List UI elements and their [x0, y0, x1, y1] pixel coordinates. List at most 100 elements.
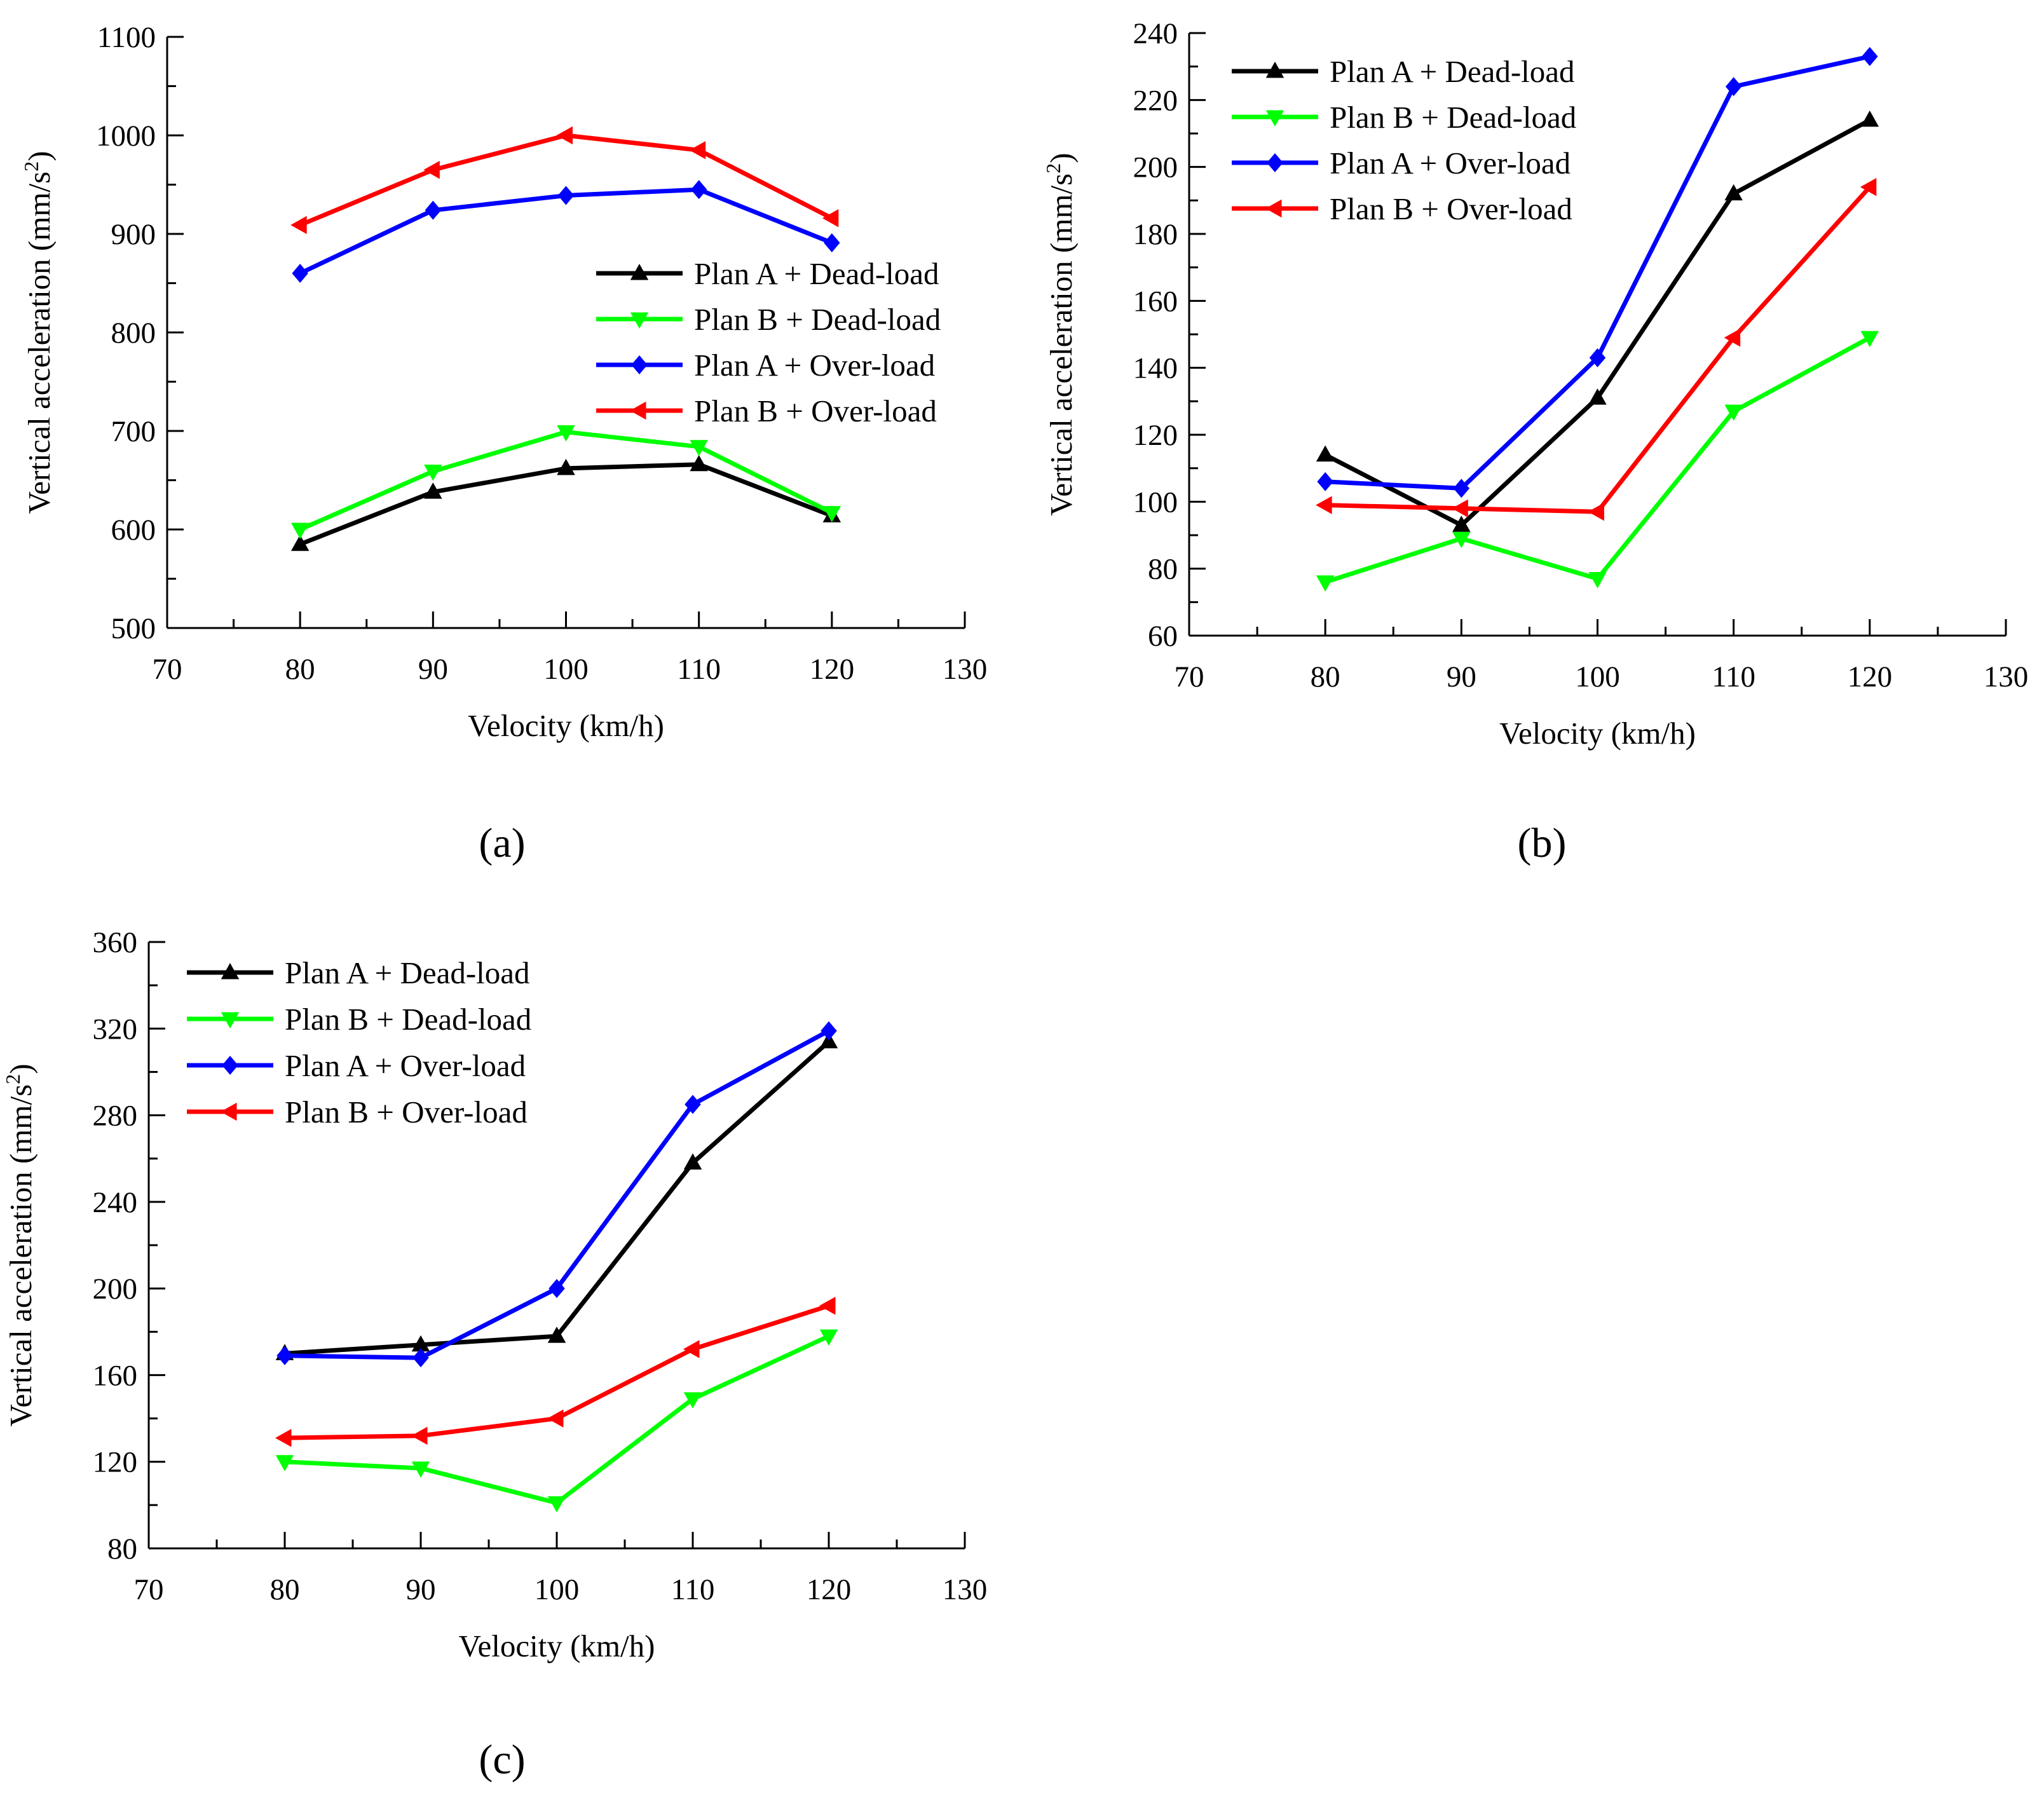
data-point	[547, 1496, 566, 1513]
y-tick-label: 160	[1133, 285, 1178, 318]
legend-label-3: Plan A + Over-load	[694, 348, 935, 383]
legend-label-3: Plan A + Over-load	[1330, 146, 1570, 181]
y-tick-label: 160	[93, 1359, 138, 1392]
data-point	[411, 1461, 430, 1478]
x-tick-label: 100	[1575, 660, 1620, 693]
x-tick-label: 80	[285, 653, 315, 686]
x-tick-label: 90	[1447, 660, 1476, 693]
data-point	[411, 1335, 430, 1352]
y-tick-label: 240	[1133, 17, 1178, 50]
legend-label-3: Plan A + Over-load	[285, 1048, 526, 1083]
data-point	[423, 161, 440, 179]
x-tick-label: 80	[1311, 660, 1340, 693]
x-axis-title: Velocity (km/h)	[1499, 716, 1696, 751]
x-tick-label: 100	[543, 653, 589, 686]
x-tick-label: 70	[1175, 660, 1204, 693]
legend-marker-2	[1265, 110, 1284, 126]
x-tick-label: 110	[1712, 660, 1755, 693]
data-point	[1453, 479, 1470, 498]
y-tick-label: 600	[111, 514, 156, 547]
x-tick-label: 90	[418, 653, 448, 686]
panel-a: 70 80 90 100 110 120 130 500 600 700 800 900 1000 110…	[20, 21, 987, 743]
legend-label-4: Plan B + Over-load	[1330, 191, 1572, 226]
data-point	[290, 535, 310, 551]
data-point	[557, 425, 575, 442]
data-point	[1316, 445, 1335, 462]
data-point	[290, 215, 307, 235]
x-tick-label: 100	[535, 1573, 580, 1606]
data-point	[1860, 110, 1879, 127]
data-point	[690, 440, 708, 456]
x-tick-label: 120	[1848, 660, 1893, 693]
legend-marker-3	[631, 355, 648, 374]
x-tick-label: 120	[810, 653, 855, 686]
series-line-1	[1324, 118, 1871, 528]
data-point	[689, 141, 706, 160]
x-tick-label: 130	[1984, 660, 2029, 693]
legend-label-1: Plan A + Dead-load	[285, 955, 530, 990]
y-axis-title: Vertical acceleration (mm/s2)	[1042, 153, 1079, 515]
data-point	[424, 482, 442, 499]
data-point	[819, 1329, 838, 1346]
series-line-2	[1325, 336, 1871, 585]
data-point	[690, 180, 707, 200]
y-tick-label: 200	[1133, 151, 1178, 184]
legend-marker-3	[1267, 153, 1283, 172]
series-line-1	[284, 1040, 831, 1356]
legend-marker-3	[222, 1056, 238, 1075]
data-point	[276, 1346, 293, 1365]
data-point	[557, 458, 575, 475]
y-tick-label: 280	[93, 1100, 138, 1133]
y-tick-label: 200	[93, 1273, 138, 1306]
x-tick-label: 110	[671, 1573, 715, 1606]
y-axis-title: Vertical acceleration (mm/s2)	[20, 151, 57, 514]
legend-marker-1	[630, 264, 649, 280]
legend-marker-2	[630, 312, 649, 329]
y-tick-label: 1000	[96, 119, 156, 153]
legend-label-4: Plan B + Over-load	[285, 1095, 528, 1130]
data-point	[1724, 329, 1741, 347]
y-tick-label: 180	[1133, 218, 1178, 251]
data-point	[548, 1279, 565, 1299]
data-point	[819, 1297, 836, 1315]
y-tick-label: 700	[111, 415, 156, 448]
legend-marker-4	[1265, 199, 1282, 218]
legend-marker-2	[221, 1012, 240, 1028]
x-tick-label: 70	[153, 653, 182, 686]
x-tick-label: 110	[677, 653, 721, 686]
data-point	[411, 1426, 428, 1445]
data-point	[683, 1340, 700, 1358]
data-point	[822, 506, 841, 522]
y-tick-label: 140	[1133, 352, 1178, 385]
y-tick-label: 120	[93, 1446, 138, 1479]
y-tick-label: 80	[1148, 553, 1178, 586]
data-point	[683, 1153, 702, 1170]
data-point	[1724, 404, 1743, 421]
data-point	[1316, 575, 1335, 592]
data-point	[1317, 472, 1333, 491]
panel-label-b: (b)	[1518, 820, 1567, 866]
legend-marker-4	[630, 401, 646, 420]
data-point	[1725, 77, 1742, 97]
y-tick-label: 220	[1133, 84, 1178, 117]
x-axis-title: Velocity (km/h)	[468, 708, 664, 743]
data-point	[685, 1095, 701, 1114]
data-point	[683, 1392, 702, 1409]
data-point	[1452, 531, 1471, 549]
legend-label-4: Plan B + Over-load	[694, 393, 937, 428]
y-tick-label: 800	[111, 317, 156, 350]
data-point	[425, 200, 442, 220]
data-point	[1588, 502, 1604, 521]
data-point	[1452, 499, 1468, 518]
y-tick-label: 80	[107, 1532, 137, 1566]
data-point	[1588, 388, 1607, 405]
legend-marker-1	[1265, 62, 1284, 78]
data-point	[547, 1327, 566, 1343]
data-point	[1452, 515, 1471, 532]
legend-marker-4	[221, 1102, 237, 1121]
data-point	[557, 186, 575, 205]
x-tick-label: 130	[943, 1573, 988, 1606]
legend-marker-1	[221, 963, 240, 979]
legend-label-2: Plan B + Dead-load	[1330, 100, 1576, 135]
